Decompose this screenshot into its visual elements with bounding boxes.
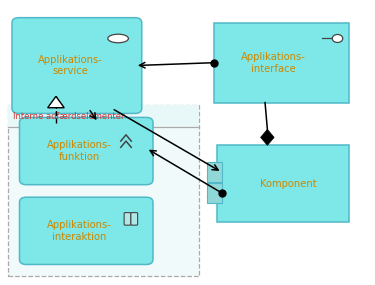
Bar (214, 23, 349, 103)
Text: Applikations-
interaktion: Applikations- interaktion (46, 220, 111, 242)
FancyBboxPatch shape (8, 105, 199, 276)
FancyBboxPatch shape (20, 197, 153, 264)
Bar (8, 105, 199, 127)
Text: Applikations-
funktion: Applikations- funktion (46, 140, 111, 162)
Polygon shape (261, 129, 274, 145)
Text: Applikations-
service: Applikations- service (38, 55, 102, 76)
FancyBboxPatch shape (12, 18, 142, 113)
Polygon shape (48, 96, 64, 108)
Bar (217, 145, 349, 222)
FancyBboxPatch shape (20, 117, 153, 185)
Ellipse shape (108, 34, 128, 43)
FancyBboxPatch shape (124, 213, 131, 225)
Text: Applikations-
interface: Applikations- interface (241, 52, 306, 74)
FancyBboxPatch shape (131, 213, 138, 225)
Text: Komponent: Komponent (260, 179, 316, 189)
Text: Interne adfærdselementer: Interne adfærdselementer (13, 112, 125, 121)
Bar (207, 162, 222, 182)
Bar (207, 183, 222, 203)
Circle shape (332, 34, 343, 42)
